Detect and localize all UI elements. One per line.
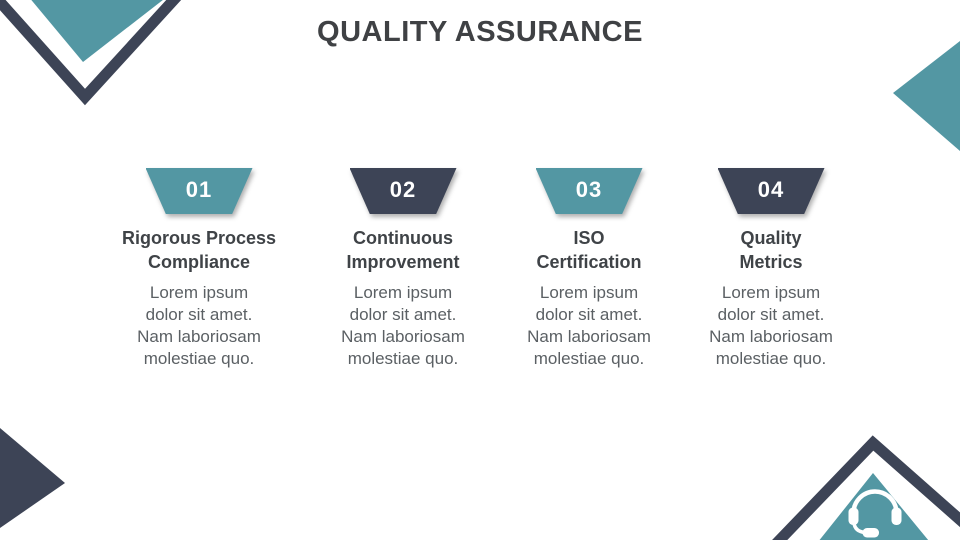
headset-band <box>851 489 899 514</box>
step-3-heading: ISO Certification <box>536 228 642 272</box>
step-2-body-text: Lorem ipsum dolor sit amet. Nam laborios… <box>341 283 465 368</box>
step-2-heading: Continuous Improvement <box>346 228 460 272</box>
headset-icon <box>848 489 902 538</box>
step-column-4: 04 Quality Metrics Lorem ipsum dolor sit… <box>676 168 866 370</box>
step-3-body-text: Lorem ipsum dolor sit amet. Nam laborios… <box>527 283 651 368</box>
step-4-heading: Quality Metrics <box>739 228 803 272</box>
step-4-shape-shadow: 04 <box>717 168 825 214</box>
step-1-heading: Rigorous Process Compliance <box>121 228 277 272</box>
step-4-body-text: Lorem ipsum dolor sit amet. Nam laborios… <box>709 283 833 368</box>
slide-title: QUALITY ASSURANCE <box>317 16 643 48</box>
step-2-number: 02 <box>389 177 417 202</box>
headset-mic <box>862 528 879 538</box>
headset-right-earcup <box>891 507 902 525</box>
step-1-shape-shadow: 01 <box>145 168 253 214</box>
step-2-number-badge: 02 <box>349 168 457 214</box>
step-column-3: 03 ISO Certification Lorem ipsum dolor s… <box>494 168 684 370</box>
step-column-1: 01 Rigorous Process Compliance Lorem ips… <box>104 168 294 370</box>
step-3-number: 03 <box>575 177 603 202</box>
step-4-number: 04 <box>757 177 785 202</box>
teal-triangle-right <box>893 41 960 151</box>
headset-left-earcup <box>848 507 859 525</box>
step-3-number-badge: 03 <box>535 168 643 214</box>
headset-mic-arm <box>852 522 866 535</box>
teal-triangle-bottom-right <box>819 473 929 540</box>
navy-chevron-bottom-right <box>772 435 960 540</box>
step-1-body-text: Lorem ipsum dolor sit amet. Nam laborios… <box>137 283 261 368</box>
navy-triangle-bottom-left <box>0 428 65 528</box>
step-column-2: 02 Continuous Improvement Lorem ipsum do… <box>308 168 498 370</box>
step-3-shape-shadow: 03 <box>535 168 643 214</box>
step-1-number-badge: 01 <box>145 168 253 214</box>
step-2-shape-shadow: 02 <box>349 168 457 214</box>
step-1-number: 01 <box>185 177 213 202</box>
step-4-number-badge: 04 <box>717 168 825 214</box>
